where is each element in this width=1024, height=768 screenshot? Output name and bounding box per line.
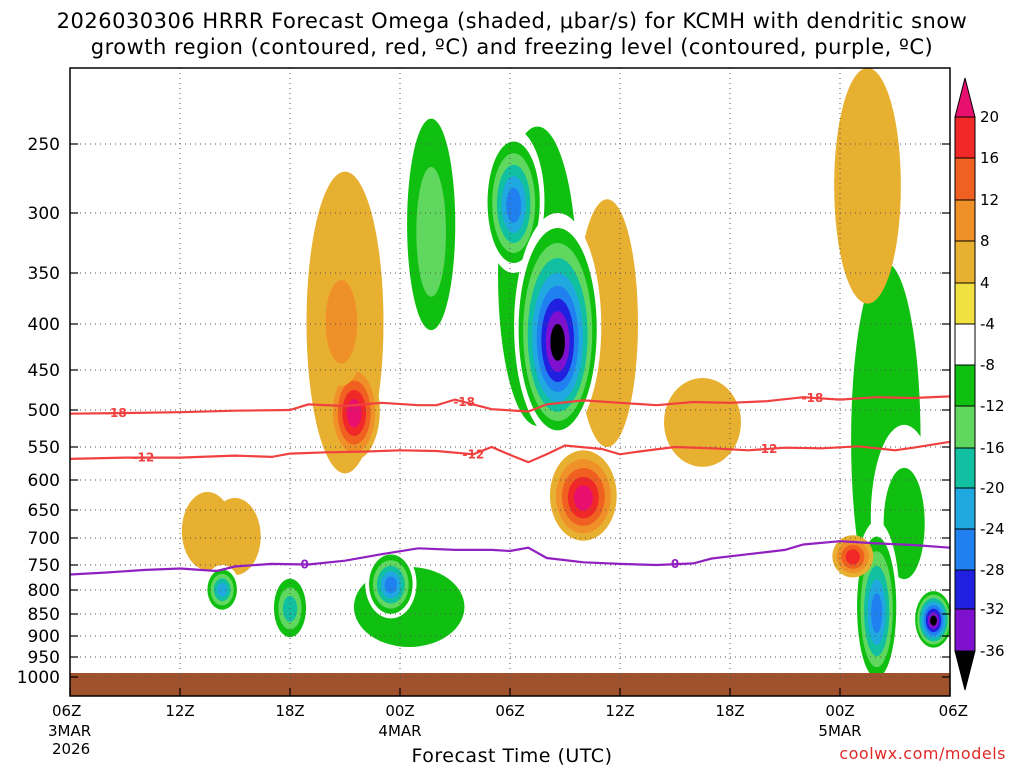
contour--18 [70,395,950,415]
x-tick-label: 06Z [939,702,968,720]
title-line-1: 2026030306 HRRR Forecast Omega (shaded, … [56,9,968,33]
omega-band-f10-3 [845,549,860,565]
colorbar-band [954,199,976,242]
x-date-label: 3MAR [48,722,91,740]
y-tick-label: 750 [28,556,60,576]
colorbar-band [954,487,976,530]
colorbar-label: -16 [980,439,1005,457]
colorbar-label: -24 [980,520,1005,538]
y-tick-label: 800 [28,581,60,601]
x-date-label: 5MAR [818,722,861,740]
omega-band-f2-4 [573,485,593,511]
contour-0 [70,540,950,576]
colorbar-label: -8 [980,356,995,374]
x-tick-label: 12Z [605,702,634,720]
colorbar-label: -32 [980,600,1005,618]
colorbar-band [954,323,976,366]
colorbar-band [954,240,976,284]
colorbar-label: -36 [980,642,1005,660]
omega-band-f0-5 [506,187,522,224]
omega-band-bg13-2 [416,167,446,297]
x-tick-label: 18Z [275,702,304,720]
contour-label: -12 [756,442,778,456]
colorbar-band [954,608,976,652]
colorbar-band [954,569,976,610]
colorbar: 20 16 12 8 4 -4 -8 -12 -16 -20 -24 -28 -32 -36 [954,77,1005,691]
omega-band-f5-4 [217,582,228,597]
y-tick-label: 850 [28,605,60,625]
colorbar-label: 4 [980,274,990,292]
credit-link[interactable]: coolwx.com/models [839,744,1006,763]
chart-title: 2026030306 HRRR Forecast Omega (shaded, … [0,8,1024,60]
contour-label: 0 [300,557,308,571]
omega-band-bg12-0 [209,498,261,575]
x-tick-label: 06Z [495,702,524,720]
contour-label: -12 [462,447,484,461]
colorbar-band [954,447,976,489]
colorbar-label: -4 [980,315,995,333]
gridlines [70,68,950,696]
y-tick-label: 550 [28,438,60,458]
y-tick-label: 700 [28,529,60,549]
y-tick-label: 450 [28,361,60,381]
y-tick-label: 300 [28,204,60,224]
y-tick-label: 400 [28,315,60,335]
x-tick-label: 12Z [165,702,194,720]
colorbar-band [954,405,976,449]
omega-band-f4-1 [325,280,358,364]
contour-label: -18 [105,406,127,420]
y-tick-label: 350 [28,264,60,284]
colorbar-max-triangle [954,77,976,118]
colorbar-min-triangle [954,650,976,691]
colorbar-label: 8 [980,232,990,250]
omega-band-f9-5 [871,593,883,634]
y-tick-label: 250 [28,135,60,155]
x-year-label: 2026 [52,740,90,758]
omega-band-bg9-0 [664,378,741,467]
x-tick-label: 00Z [825,702,854,720]
contour-label: 0 [671,557,679,571]
y-tick-label: 600 [28,471,60,491]
x-tick-label: 06Z [52,702,81,720]
contour-label: -18 [802,391,824,405]
contour-lines: -18 -18 -18 -12 -12 -12 0 0 [70,391,950,576]
colorbar-label: -28 [980,561,1005,579]
omega-band-f7-5 [384,576,398,594]
x-tick-label: 00Z [385,702,414,720]
y-tick-label: 900 [28,627,60,647]
y-tick-label: 500 [28,401,60,421]
colorbar-band [954,282,976,325]
x-axis-title: Forecast Time (UTC) [411,745,613,767]
colorbar-band [954,364,976,407]
colorbar-band [954,157,976,201]
omega-band-f1-8 [550,324,565,361]
x-date-label: 4MAR [378,722,421,740]
omega-band-f8-8 [930,615,937,626]
colorbar-label: 12 [980,191,999,209]
y-tick-label: 950 [28,648,60,668]
colorbar-label: 16 [980,149,999,167]
contour-label: -12 [132,451,154,465]
colorbar-band [954,116,976,159]
colorbar-label: -12 [980,397,1005,415]
title-line-2: growth region (contoured, red, ºC) and f… [90,35,934,59]
y-axis: 2503003504004505005506006507007508008509… [17,135,950,688]
omega-band-f3-4 [346,399,362,428]
contour-label: -18 [453,395,475,409]
y-tick-label: 1000 [17,668,60,688]
omega-band-bg10-0 [834,68,901,304]
y-tick-label: 650 [28,501,60,521]
x-tick-label: 18Z [715,702,744,720]
omega-shading [80,68,950,689]
contour--12 [70,440,950,464]
colorbar-label: 20 [980,108,999,126]
colorbar-label: -20 [980,479,1005,497]
plot-area: -18 -18 -18 -12 -12 -12 0 0 [69,67,951,697]
colorbar-band [954,528,976,571]
